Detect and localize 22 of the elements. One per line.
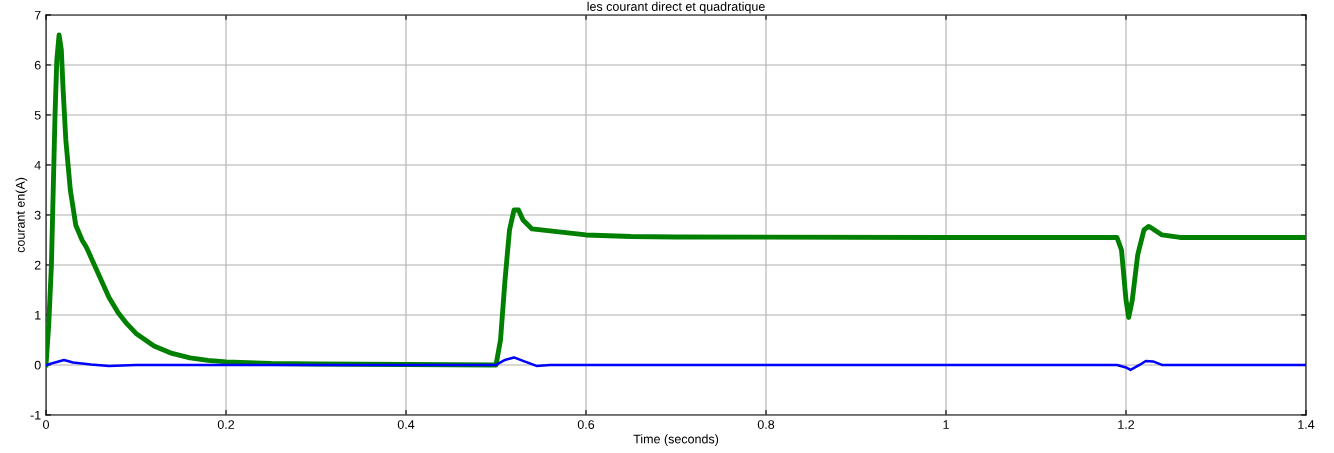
y-tick-label: 7: [34, 10, 41, 20]
y-axis-title: courant en(A): [15, 177, 28, 253]
x-tick-label: 0.6: [577, 420, 595, 429]
x-tick-label: 1: [943, 420, 949, 429]
x-tick-label: 0.4: [397, 420, 415, 429]
chart-title: les courant direct et quadratique: [587, 1, 765, 14]
y-tick-label: 2: [34, 260, 41, 270]
x-tick-label: 0: [43, 420, 50, 429]
x-tick-label: 1.2: [1118, 420, 1135, 429]
y-tick-label: 3: [34, 210, 41, 220]
line-series: [46, 32, 1306, 368]
x-axis-title: Time (seconds): [633, 434, 719, 446]
y-tick-label: 0: [34, 360, 41, 370]
line-series: [46, 356, 1306, 372]
y-tick-label: 4: [34, 160, 41, 170]
y-tick-label: -1: [30, 410, 41, 420]
x-tick-label: 1.4: [1298, 420, 1315, 429]
y-tick-label: 6: [34, 60, 41, 70]
x-tick-label: 0.2: [217, 420, 235, 429]
y-tick-label: 5: [34, 110, 41, 120]
y-tick-label: 1: [35, 310, 41, 320]
x-tick-label: 0.8: [757, 420, 775, 429]
